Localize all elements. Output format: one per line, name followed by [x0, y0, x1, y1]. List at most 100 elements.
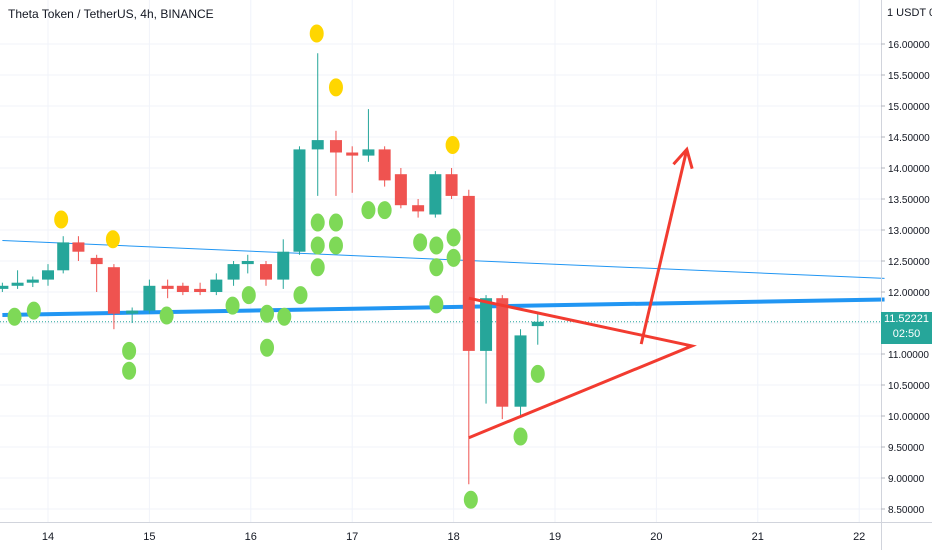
candle-body — [329, 140, 342, 153]
y-tick-label: 8.50000 — [888, 505, 925, 516]
candle — [362, 109, 375, 162]
green-signal-dot — [260, 338, 275, 357]
last-price-value: 11.52221 — [883, 313, 930, 325]
green-signal-dot — [122, 361, 137, 380]
candle-body — [277, 251, 290, 280]
candle — [329, 130, 342, 196]
trendlines — [0, 240, 885, 323]
candle-body — [378, 149, 391, 181]
candle — [11, 270, 24, 289]
yellow-signal-dot — [105, 230, 120, 249]
candle — [161, 279, 174, 299]
y-tick-label: 9.50000 — [888, 443, 925, 454]
candle-body — [346, 152, 359, 156]
yellow-signal-dot — [328, 78, 343, 97]
candle — [126, 307, 139, 323]
candle-body — [480, 298, 493, 351]
green-signal-dot — [241, 286, 256, 305]
countdown-timer: 02:50 — [892, 328, 921, 340]
candle — [57, 236, 70, 274]
candle — [445, 168, 458, 199]
last-price-badge: 11.52221 02:50 — [881, 312, 932, 344]
currency-label[interactable]: 1 USDT 0 — [887, 7, 932, 19]
candle-body — [90, 257, 103, 265]
x-tick-label: 18 — [447, 531, 459, 543]
yellow-signal-dot — [54, 210, 69, 229]
candle-body — [143, 285, 156, 311]
candle-body — [0, 285, 9, 289]
candle-body — [72, 242, 85, 252]
y-tick-label: 15.50000 — [888, 71, 930, 82]
y-tick-label: 13.00000 — [888, 226, 930, 237]
x-tick-label: 14 — [42, 531, 54, 543]
candle-body — [531, 321, 544, 327]
candle — [429, 171, 442, 218]
y-tick-label: 10.50000 — [888, 381, 930, 392]
green-signal-dot — [7, 307, 22, 326]
candle-body — [445, 174, 458, 196]
green-signal-dot — [122, 341, 137, 360]
green-signal-dot — [26, 301, 41, 320]
y-tick-label: 14.00000 — [888, 164, 930, 175]
green-signal-dot — [225, 296, 240, 315]
green-signal-dot — [429, 258, 444, 277]
candle-body — [107, 267, 120, 314]
green-signal-dot — [328, 236, 343, 255]
candle — [293, 146, 306, 255]
candle-body — [394, 174, 407, 206]
candle — [394, 168, 407, 209]
y-tick-label: 13.50000 — [888, 195, 930, 206]
candle — [42, 264, 54, 286]
green-signal-dot — [260, 304, 275, 323]
green-signal-dot — [446, 248, 461, 267]
signal-markers — [7, 24, 545, 509]
candle-body — [11, 282, 24, 286]
green-signal-dot — [530, 364, 545, 383]
candle — [176, 282, 189, 296]
candle — [514, 329, 527, 416]
green-signal-dot — [377, 201, 392, 220]
y-tick-label: 14.50000 — [888, 133, 930, 144]
candle-body — [126, 310, 139, 314]
green-signal-dot — [328, 213, 343, 232]
y-tick-label: 12.50000 — [888, 257, 930, 268]
yellow-signal-dot — [309, 24, 324, 43]
candle — [346, 146, 359, 193]
y-tick-label: 12.00000 — [888, 288, 930, 299]
candle-body — [194, 288, 207, 292]
candle — [227, 261, 240, 286]
candle-body — [462, 195, 475, 351]
candle-body — [362, 149, 375, 156]
green-signal-dot — [361, 201, 376, 220]
x-tick-label: 20 — [650, 531, 662, 543]
candle-body — [227, 264, 240, 280]
x-tick-label: 16 — [245, 531, 257, 543]
candle-body — [161, 285, 174, 289]
green-signal-dot — [159, 306, 174, 325]
candle — [480, 295, 493, 404]
candle-body — [210, 279, 223, 292]
arrow-head — [672, 146, 694, 170]
arrow-line — [639, 149, 689, 345]
green-signal-dot — [429, 295, 444, 314]
candle-body — [57, 242, 70, 271]
green-signal-dot — [513, 427, 528, 446]
y-tick-label: 10.00000 — [888, 412, 930, 423]
green-signal-dot — [293, 286, 308, 305]
candle-body — [429, 174, 442, 215]
candle — [462, 189, 475, 485]
green-signal-dot — [310, 236, 325, 255]
green-signal-dot — [277, 307, 292, 326]
green-signal-dot — [429, 236, 444, 255]
candle — [496, 295, 509, 420]
y-tick-label: 16.00000 — [888, 40, 930, 51]
candle — [241, 254, 254, 274]
candle-body — [176, 285, 189, 292]
candle-body — [412, 205, 425, 212]
candles — [0, 53, 544, 485]
candle-body — [311, 140, 324, 150]
x-tick-label: 22 — [853, 531, 865, 543]
